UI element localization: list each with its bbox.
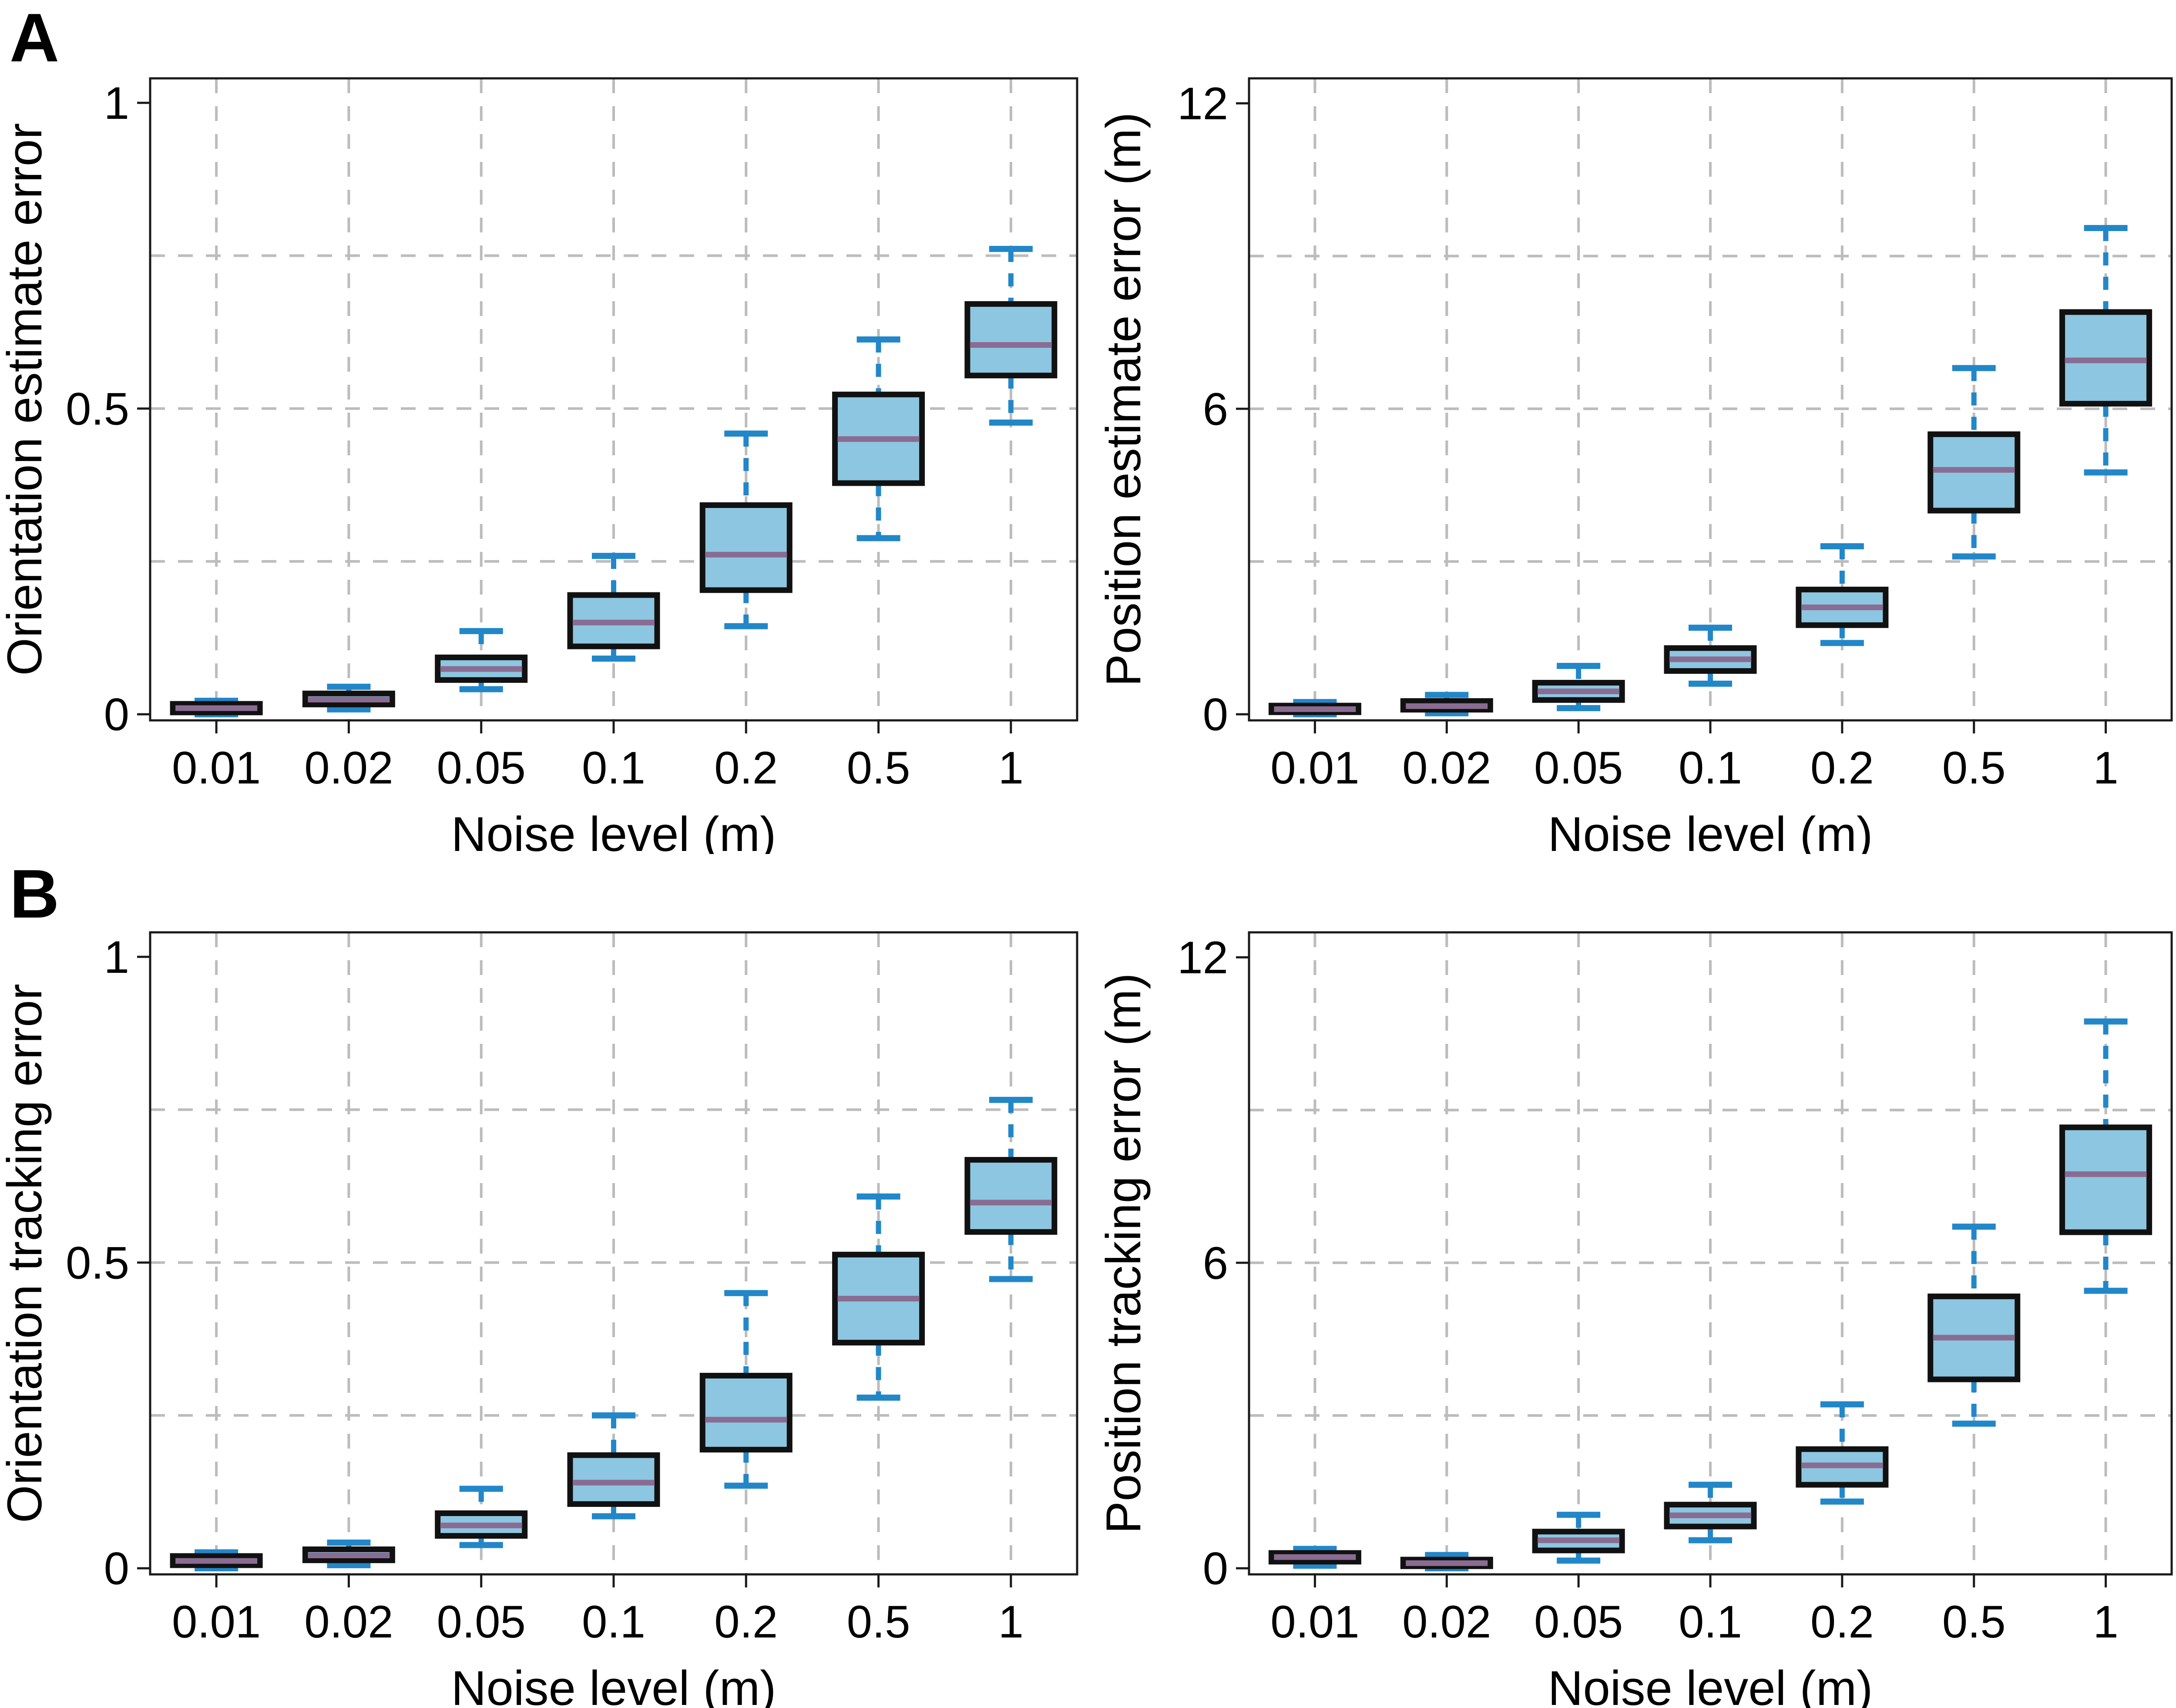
x-tick-label: 0.1	[1679, 1597, 1742, 1647]
y-tick-label: 12	[1177, 932, 1228, 983]
boxplot-svg: 0 6 12 0.01 0.02 0.05 0.1 0.2 0.5 1 Noise level (m…	[1096, 931, 2173, 1708]
x-tick-label: 0.1	[582, 1597, 645, 1647]
x-axis-label: Noise level (m)	[451, 1661, 776, 1708]
y-tick-label: 0	[1203, 1543, 1228, 1594]
x-tick-label: 0.05	[437, 1597, 526, 1647]
y-axis-label: Position estimate error (m)	[1096, 112, 1151, 686]
x-tick-label: 0.01	[172, 743, 261, 793]
x-tick-label: 0.5	[1942, 1597, 2006, 1647]
x-tick-label: 0.5	[847, 743, 910, 793]
y-tick-label: 0	[1203, 689, 1228, 740]
iqr-box	[964, 301, 1058, 379]
y-tick-label: 0.5	[66, 383, 129, 434]
x-tick-label: 0.05	[1534, 1597, 1623, 1647]
x-tick-label: 1	[2093, 1597, 2118, 1647]
y-tick-label: 0.5	[66, 1237, 129, 1288]
x-tick-label: 0.05	[1534, 743, 1623, 793]
boxplot-panel-orientation-tracking: 0 0.5 1 0.01 0.02 0.05 0.1 0.2 0.5 1 Noise level (…	[0, 854, 1088, 1708]
iqr-box	[964, 1157, 1058, 1235]
boxplot-svg: 0 0.5 1 0.01 0.02 0.05 0.1 0.2 0.5 1 Noise level (…	[0, 931, 1078, 1708]
y-tick-label: 0	[104, 689, 129, 740]
y-tick-label: 1	[104, 932, 129, 983]
panel-label-A: A	[10, 0, 60, 76]
x-tick-label: 0.01	[1270, 1597, 1359, 1647]
iqr-box	[699, 502, 792, 593]
x-tick-label: 1	[998, 743, 1024, 793]
x-tick-label: 0.05	[437, 743, 526, 793]
x-tick-label: 0.5	[847, 1597, 910, 1647]
x-tick-label: 1	[998, 1597, 1024, 1647]
x-tick-label: 0.02	[1402, 743, 1491, 793]
x-tick-label: 0.02	[1402, 1597, 1491, 1647]
x-tick-label: 0.2	[714, 1597, 778, 1647]
y-axis-label: Orientation estimate error	[0, 123, 52, 676]
y-tick-label: 0	[104, 1543, 129, 1594]
y-axis-label: Orientation tracking error	[0, 984, 52, 1523]
x-axis-label: Noise level (m)	[451, 807, 776, 854]
y-axis-label: Position tracking error (m)	[1096, 973, 1151, 1533]
x-tick-label: 0.01	[172, 1597, 261, 1647]
x-tick-label: 0.1	[1679, 743, 1742, 793]
x-tick-label: 1	[2093, 743, 2118, 793]
x-tick-label: 0.02	[304, 743, 393, 793]
boxplot-svg: 0 0.5 1 0.01 0.02 0.05 0.1 0.2 0.5 1 Noise level (…	[0, 77, 1078, 854]
x-tick-label: 0.2	[1810, 1597, 1874, 1647]
x-tick-label: 0.2	[1810, 743, 1874, 793]
iqr-box	[699, 1372, 792, 1452]
boxplot-panel-orientation-estimate: 0 0.5 1 0.01 0.02 0.05 0.1 0.2 0.5 1 Noise level (…	[0, 0, 1088, 854]
x-tick-label: 0.5	[1942, 743, 2006, 793]
x-tick-label: 0.2	[714, 743, 778, 793]
x-axis-label: Noise level (m)	[1548, 807, 1873, 854]
y-tick-label: 6	[1203, 1238, 1228, 1289]
panel-label-B: B	[10, 856, 60, 932]
x-tick-label: 0.1	[582, 743, 645, 793]
iqr-box	[567, 1452, 660, 1507]
boxplot-panel-position-estimate: 0 6 12 0.01 0.02 0.05 0.1 0.2 0.5 1 Noise level (m…	[1088, 0, 2176, 854]
boxplot-svg: 0 6 12 0.01 0.02 0.05 0.1 0.2 0.5 1 Noise level (m…	[1096, 77, 2173, 854]
x-axis-label: Noise level (m)	[1548, 1661, 1873, 1708]
x-tick-label: 0.01	[1270, 743, 1359, 793]
y-tick-label: 6	[1203, 384, 1228, 435]
iqr-box	[2059, 1124, 2152, 1235]
boxplot-panel-position-tracking: 0 6 12 0.01 0.02 0.05 0.1 0.2 0.5 1 Noise level (m…	[1088, 854, 2176, 1708]
y-tick-label: 12	[1177, 78, 1228, 129]
y-tick-label: 1	[104, 78, 129, 129]
x-tick-label: 0.02	[304, 1597, 393, 1647]
